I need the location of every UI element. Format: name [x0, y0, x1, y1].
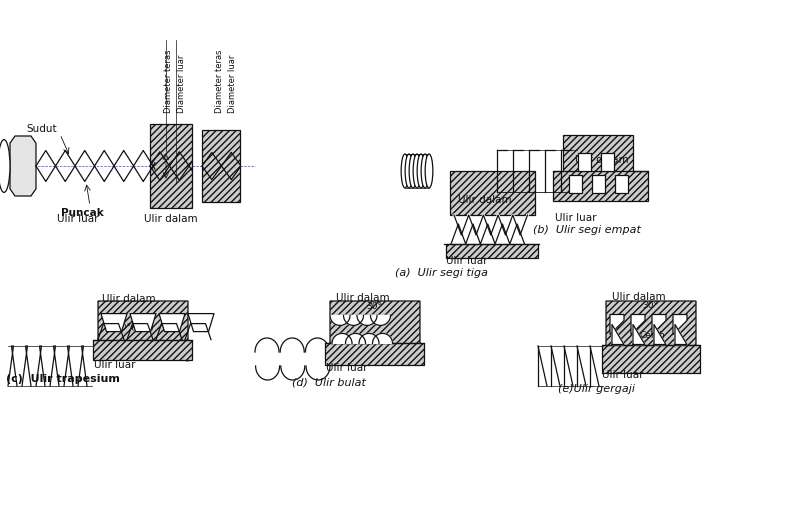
Polygon shape — [330, 315, 350, 326]
Polygon shape — [612, 325, 624, 344]
Text: Ulir dalam: Ulir dalam — [575, 155, 629, 165]
Text: (b)  Ulir segi empat: (b) Ulir segi empat — [533, 225, 641, 235]
Text: 30°: 30° — [642, 302, 658, 311]
Polygon shape — [357, 315, 377, 326]
Text: Sudut: Sudut — [27, 124, 57, 134]
Polygon shape — [652, 315, 666, 334]
Polygon shape — [98, 301, 188, 361]
Text: (c)  Ulir trapesium: (c) Ulir trapesium — [6, 374, 120, 383]
Bar — [450, 171, 535, 215]
Text: 30°(29°): 30°(29°) — [115, 322, 154, 331]
Polygon shape — [615, 175, 628, 193]
Text: (e)Ulir gergaji: (e)Ulir gergaji — [558, 384, 635, 394]
Bar — [602, 344, 700, 373]
Polygon shape — [673, 315, 687, 334]
Polygon shape — [631, 315, 645, 334]
Bar — [563, 135, 633, 175]
Polygon shape — [371, 315, 390, 326]
Text: Ulir luar: Ulir luar — [602, 370, 644, 380]
Ellipse shape — [409, 154, 417, 188]
Polygon shape — [654, 325, 666, 344]
Polygon shape — [675, 325, 687, 344]
Ellipse shape — [417, 154, 425, 188]
Polygon shape — [10, 136, 36, 196]
Polygon shape — [569, 175, 582, 193]
Polygon shape — [606, 301, 696, 366]
Polygon shape — [330, 301, 420, 364]
Text: Diameter luar: Diameter luar — [177, 55, 186, 113]
Polygon shape — [601, 153, 614, 171]
Bar — [93, 340, 192, 359]
Polygon shape — [359, 333, 379, 343]
Polygon shape — [130, 314, 156, 331]
Polygon shape — [372, 333, 393, 343]
Bar — [150, 124, 192, 208]
Text: 30°: 30° — [366, 302, 382, 312]
Text: Ulir dalam: Ulir dalam — [612, 292, 665, 303]
Text: Diameter teras: Diameter teras — [215, 49, 224, 113]
Text: Celah: Celah — [640, 331, 666, 341]
Polygon shape — [332, 333, 352, 343]
Text: Ulir luar: Ulir luar — [57, 214, 99, 224]
Text: Ulir dalam: Ulir dalam — [102, 294, 155, 304]
Polygon shape — [578, 153, 591, 171]
Ellipse shape — [406, 154, 413, 188]
Ellipse shape — [0, 140, 10, 192]
Text: Puncak: Puncak — [61, 208, 104, 218]
Ellipse shape — [402, 154, 409, 188]
Text: Ulir luar: Ulir luar — [94, 359, 135, 369]
Polygon shape — [592, 175, 605, 193]
Polygon shape — [633, 325, 645, 344]
Text: (d)  Ulir bulat: (d) Ulir bulat — [292, 377, 366, 388]
Polygon shape — [345, 333, 365, 343]
Bar — [446, 244, 538, 258]
Polygon shape — [159, 314, 185, 331]
Bar — [202, 130, 240, 202]
Ellipse shape — [413, 154, 421, 188]
Ellipse shape — [425, 154, 433, 188]
Text: Diameter luar: Diameter luar — [228, 55, 237, 113]
Text: (a)  Ulir segi tiga: (a) Ulir segi tiga — [395, 268, 488, 278]
Text: Ulir luar: Ulir luar — [446, 256, 488, 266]
Text: Ulir dalam: Ulir dalam — [336, 293, 390, 303]
Text: Ulir luar: Ulir luar — [555, 213, 596, 223]
Ellipse shape — [421, 154, 428, 188]
Text: 3: 3 — [634, 319, 640, 329]
Text: Ulir dalam: Ulir dalam — [458, 195, 512, 205]
Polygon shape — [610, 315, 624, 334]
Bar — [325, 343, 424, 365]
Polygon shape — [188, 314, 214, 331]
Text: Diameter teras: Diameter teras — [164, 49, 173, 113]
Polygon shape — [101, 314, 127, 331]
Text: Ulir luar: Ulir luar — [326, 364, 367, 374]
Text: Ulir dalam: Ulir dalam — [144, 214, 198, 224]
Bar — [553, 171, 648, 201]
Polygon shape — [344, 315, 364, 326]
